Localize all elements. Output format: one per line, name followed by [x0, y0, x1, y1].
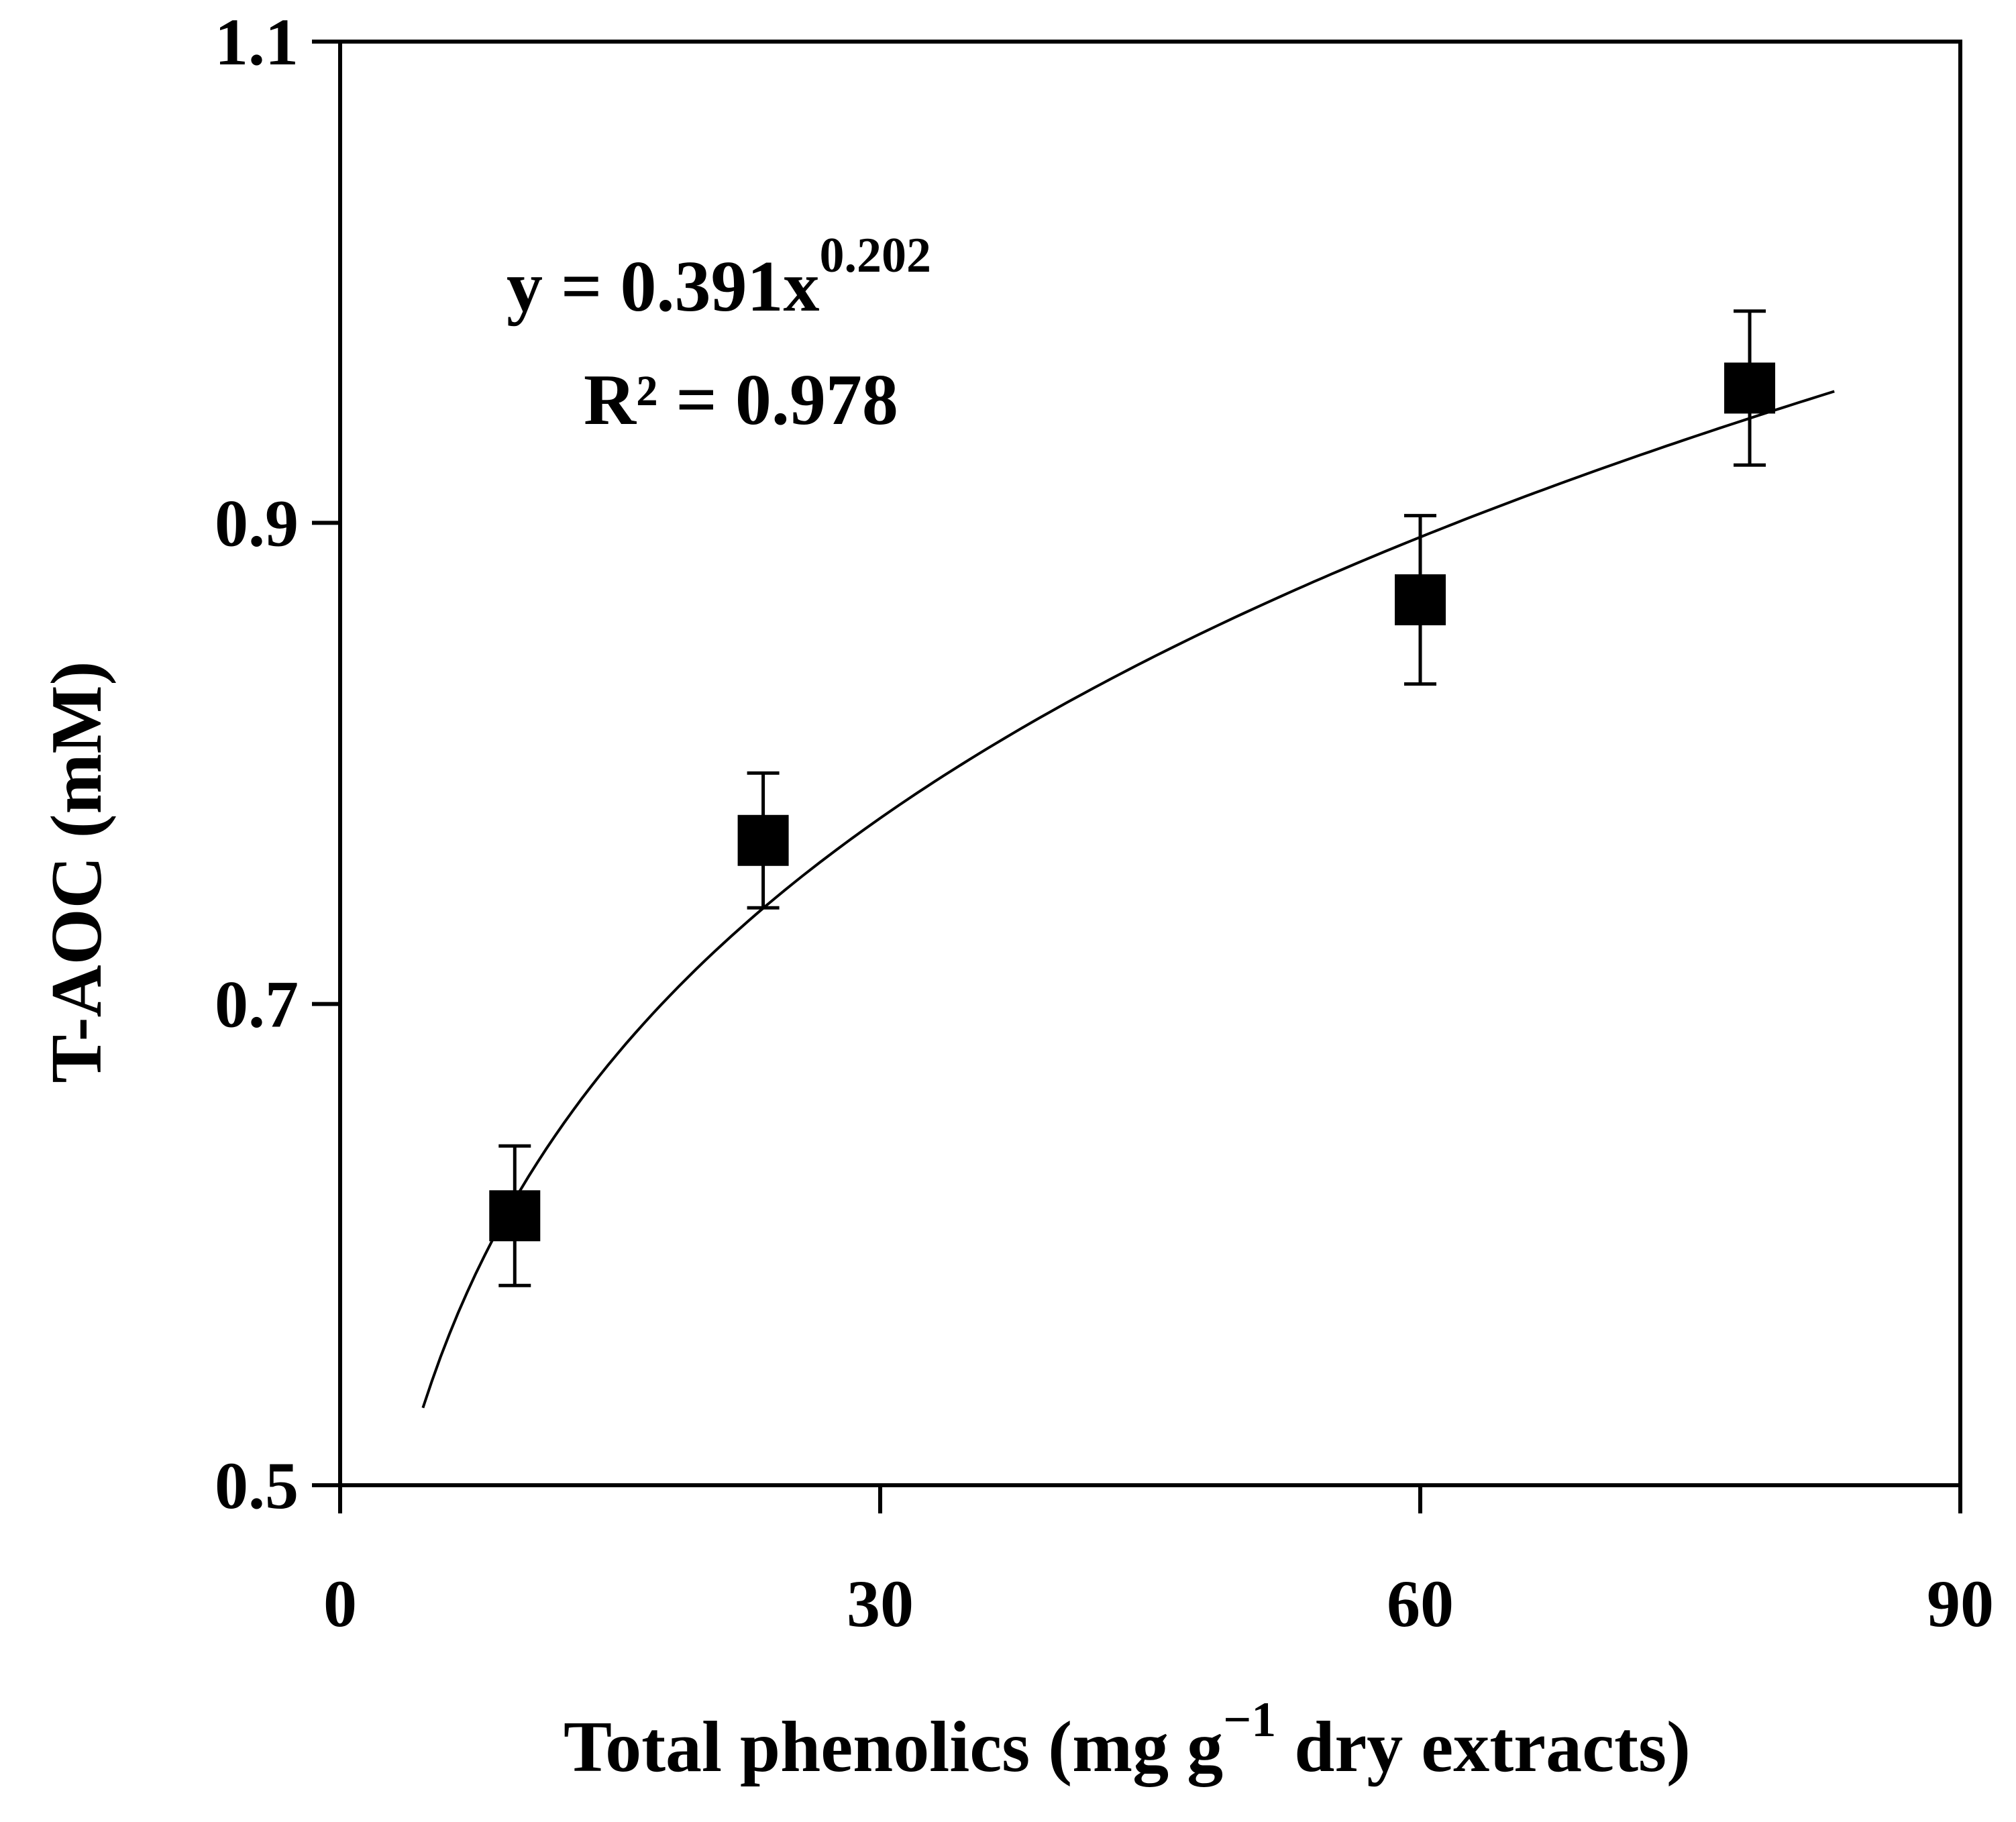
- plot-area-border: [338, 40, 1962, 1487]
- x-tick-label: 30: [847, 1566, 914, 1641]
- data-point: [1395, 574, 1446, 626]
- y-tick-label: 1.1: [215, 5, 299, 79]
- x-tick-label: 90: [1927, 1566, 1994, 1641]
- x-axis: 0 30 60 90: [323, 1485, 1994, 1641]
- y-axis-title: T-AOC (mM): [37, 661, 117, 1083]
- y-tick-label: 0.7: [215, 967, 299, 1042]
- fit-annotation: y = 0.391x0.202 R² = 0.978: [507, 228, 931, 440]
- x-axis-title-superscript: −1: [1223, 1693, 1276, 1748]
- points-layer: [489, 309, 1776, 1287]
- y-tick-label: 0.5: [215, 1448, 299, 1523]
- data-point: [489, 1190, 541, 1242]
- data-point: [737, 814, 789, 866]
- data-point-group: [1395, 514, 1446, 686]
- x-tick-label: 60: [1387, 1566, 1454, 1641]
- fit-equation-main: y = 0.391x: [507, 247, 820, 327]
- fit-layer: [421, 390, 1835, 1409]
- fit-equation-exponent: 0.202: [820, 228, 932, 283]
- fit-curve: [421, 390, 1835, 1409]
- plot-frame: [338, 40, 1962, 1487]
- data-point: [1724, 362, 1776, 414]
- y-tick-label: 0.9: [215, 486, 299, 560]
- x-tick-label: 0: [323, 1566, 357, 1641]
- x-axis-title-main: Total phenolics (mg g: [564, 1707, 1223, 1787]
- fit-equation: y = 0.391x0.202: [507, 228, 931, 327]
- y-axis: 0.5 0.7 0.9 1.1: [215, 5, 340, 1523]
- data-point-group: [1724, 309, 1776, 467]
- data-point-group: [737, 771, 789, 910]
- fit-r-squared: R² = 0.978: [584, 360, 898, 440]
- data-point-group: [489, 1144, 541, 1287]
- x-axis-title-tail: dry extracts): [1276, 1707, 1691, 1787]
- x-axis-title: Total phenolics (mg g−1 dry extracts): [564, 1693, 1691, 1787]
